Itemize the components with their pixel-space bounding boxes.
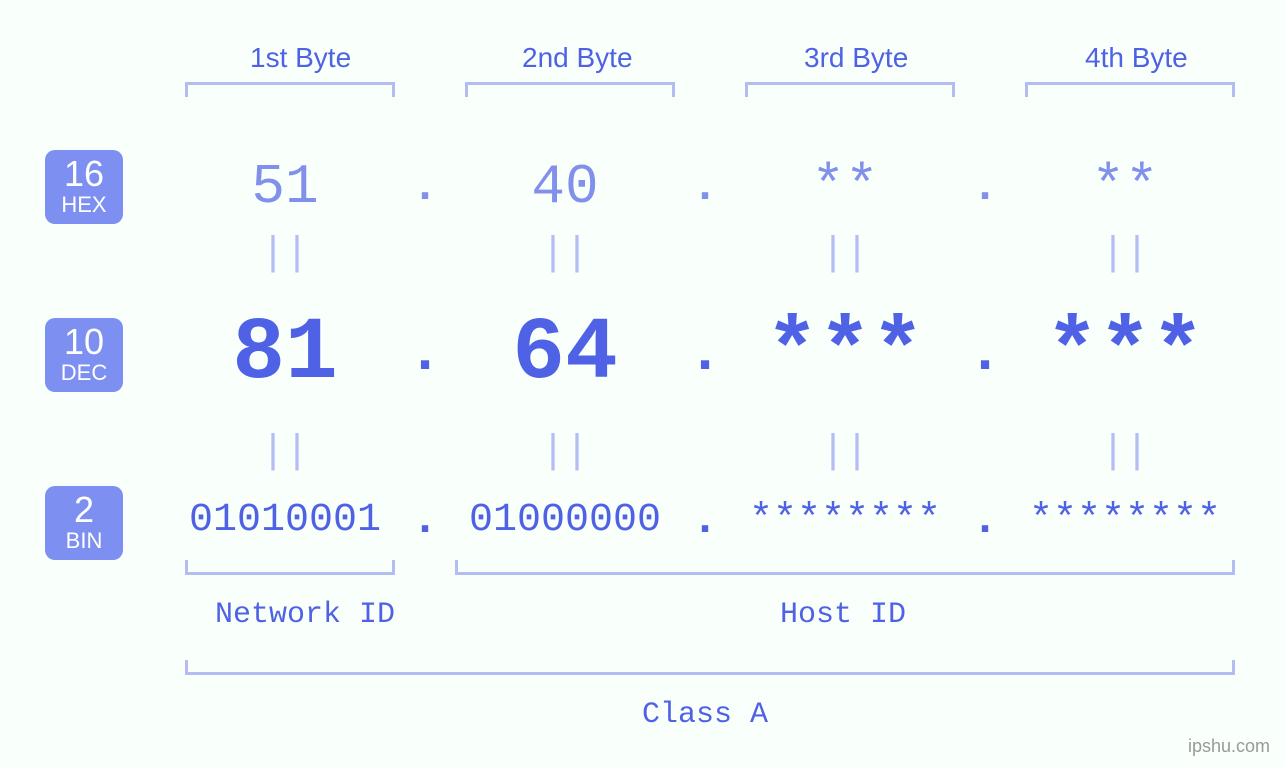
dec-byte-1: 81	[175, 305, 395, 404]
dot-icon: .	[675, 322, 735, 387]
badge-bin: 2 BIN	[45, 486, 123, 560]
bracket-byte-2	[465, 82, 675, 97]
network-id-label: Network ID	[215, 598, 395, 632]
badge-hex-label: HEX	[45, 194, 123, 216]
equals-icon: ||	[735, 430, 955, 475]
bracket-network-id	[185, 560, 395, 575]
badge-dec: 10 DEC	[45, 318, 123, 392]
bracket-host-id	[455, 560, 1235, 575]
dec-byte-4: ***	[1015, 305, 1235, 404]
dot-icon: .	[955, 322, 1015, 387]
bracket-byte-1	[185, 82, 395, 97]
badge-hex: 16 HEX	[45, 150, 123, 224]
dot-icon: .	[675, 162, 735, 213]
equals-icon: ||	[455, 430, 675, 475]
equals-icon: ||	[175, 232, 395, 277]
equals-icon: ||	[1015, 430, 1235, 475]
equals-row-2: || || || ||	[175, 430, 1235, 475]
bracket-byte-4	[1025, 82, 1235, 97]
host-id-label: Host ID	[780, 598, 906, 632]
badge-dec-label: DEC	[45, 362, 123, 384]
dot-icon: .	[955, 162, 1015, 213]
hex-byte-1: 51	[175, 155, 395, 219]
equals-row-1: || || || ||	[175, 232, 1235, 277]
equals-icon: ||	[455, 232, 675, 277]
hex-byte-3: **	[735, 155, 955, 219]
bin-byte-1: 01010001	[175, 498, 395, 543]
byte-header-2: 2nd Byte	[522, 42, 633, 74]
dot-icon: .	[395, 162, 455, 213]
dec-byte-3: ***	[735, 305, 955, 404]
dec-byte-2: 64	[455, 305, 675, 404]
class-label: Class A	[642, 698, 768, 732]
ip-breakdown-diagram: 1st Byte 2nd Byte 3rd Byte 4th Byte 16 H…	[0, 0, 1285, 767]
hex-byte-4: **	[1015, 155, 1235, 219]
bracket-class	[185, 660, 1235, 675]
bin-byte-2: 01000000	[455, 498, 675, 543]
watermark: ipshu.com	[1188, 736, 1270, 757]
bin-byte-4: ********	[1015, 498, 1235, 543]
hex-byte-2: 40	[455, 155, 675, 219]
byte-header-1: 1st Byte	[250, 42, 351, 74]
equals-icon: ||	[1015, 232, 1235, 277]
equals-icon: ||	[175, 430, 395, 475]
dot-icon: .	[955, 495, 1015, 546]
dot-icon: .	[395, 495, 455, 546]
byte-header-4: 4th Byte	[1085, 42, 1188, 74]
badge-bin-label: BIN	[45, 530, 123, 552]
badge-hex-num: 16	[45, 156, 123, 192]
hex-row: 51 . 40 . ** . **	[175, 155, 1235, 219]
bracket-byte-3	[745, 82, 955, 97]
badge-dec-num: 10	[45, 324, 123, 360]
bin-row: 01010001 . 01000000 . ******** . *******…	[175, 495, 1235, 546]
byte-header-3: 3rd Byte	[804, 42, 908, 74]
dec-row: 81 . 64 . *** . ***	[175, 305, 1235, 404]
dot-icon: .	[395, 322, 455, 387]
bin-byte-3: ********	[735, 498, 955, 543]
badge-bin-num: 2	[45, 492, 123, 528]
dot-icon: .	[675, 495, 735, 546]
equals-icon: ||	[735, 232, 955, 277]
